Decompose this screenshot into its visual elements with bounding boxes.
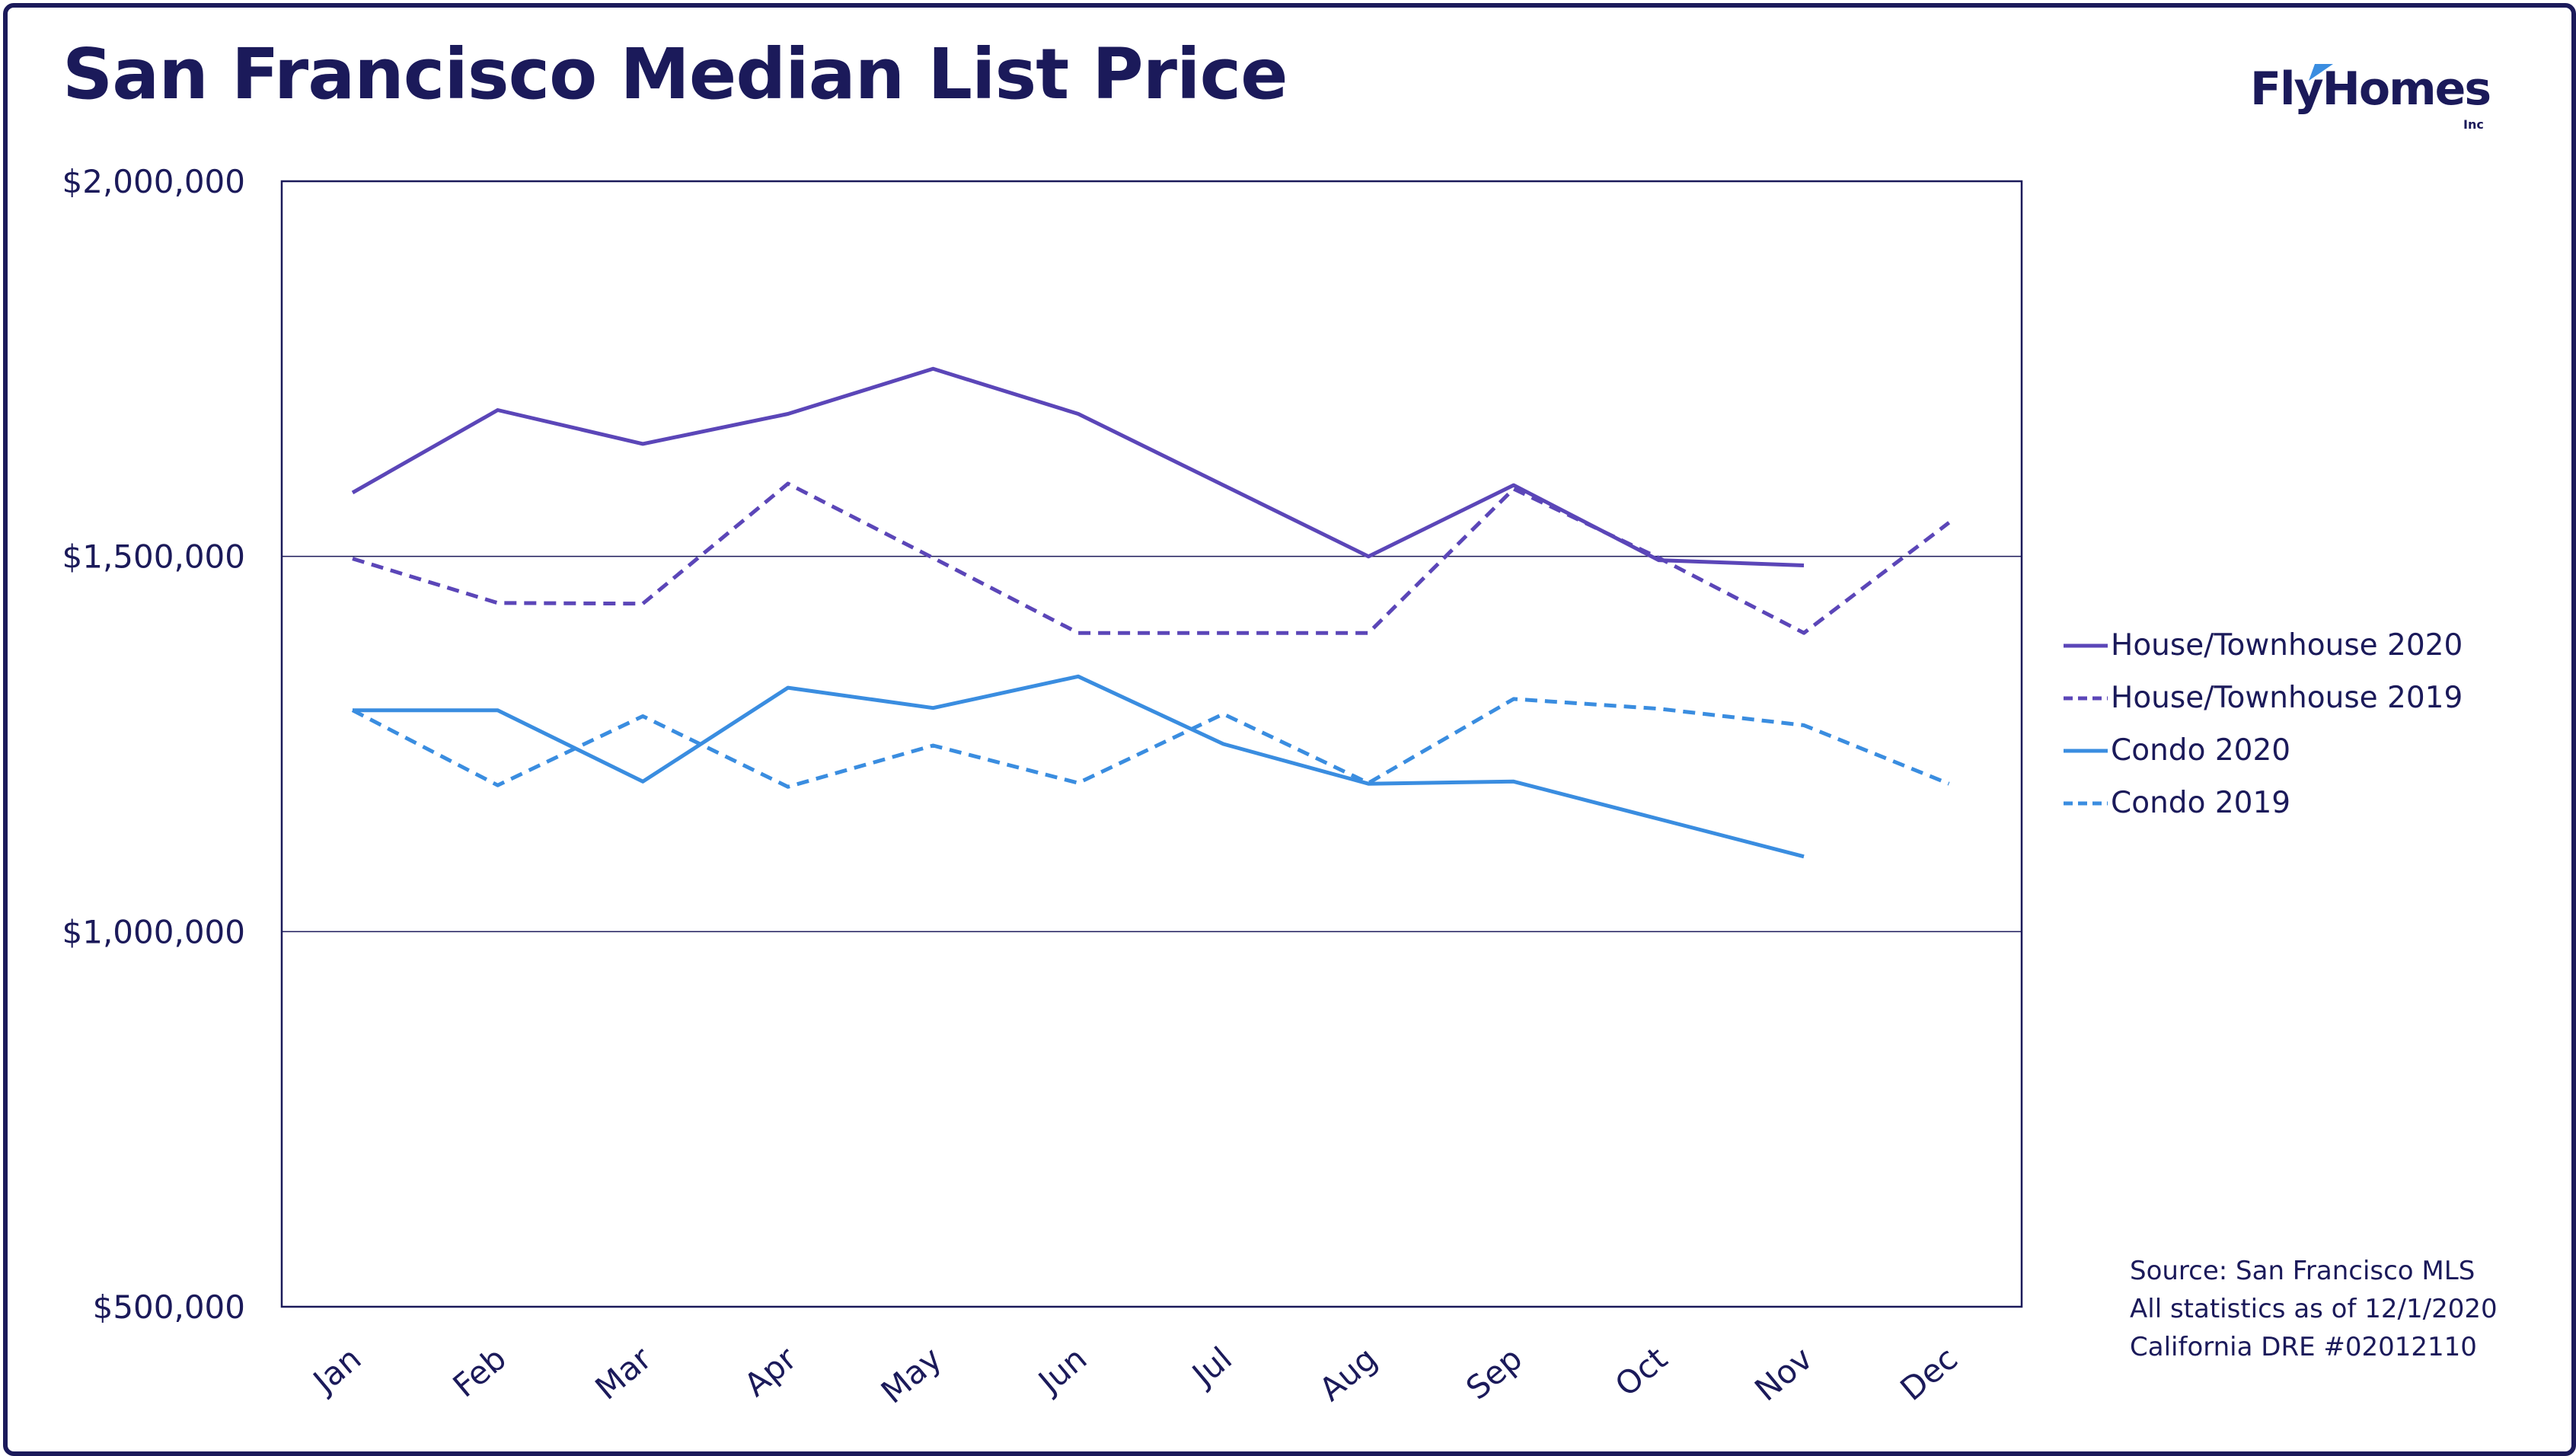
legend-item: House/Townhouse 2020 (2062, 627, 2519, 673)
series-line-condo-2020 (353, 674, 1805, 859)
chart-title: San Francisco Median List Price (62, 34, 1288, 115)
legend-item: Condo 2019 (2062, 785, 2519, 831)
source-line: Source: San Francisco MLS (2130, 1256, 2475, 1286)
legend-label: Condo 2019 (2111, 786, 2291, 820)
flyhomes-logo: FlyHomes Inc (2250, 62, 2501, 139)
y-tick-label: $1,500,000 (62, 538, 245, 576)
x-tick-label: Nov (1748, 1339, 1819, 1408)
legend-label: House/Townhouse 2019 (2111, 681, 2463, 715)
x-tick-label: Oct (1608, 1339, 1674, 1403)
x-axis-ticks: Jan Feb Mar Apr May Jun Jul Aug Sep Oct Nov Dec (305, 1339, 1965, 1411)
y-tick-label: $1,000,000 (62, 913, 245, 950)
source-note: Source: San Francisco MLS All statistics… (2130, 1252, 2498, 1366)
legend-swatch (2064, 696, 2108, 701)
y-tick-label: $2,000,000 (62, 163, 245, 200)
y-tick-label: $500,000 (93, 1288, 245, 1326)
x-tick-label: Apr (737, 1339, 804, 1404)
y-axis-ticks: $500,000 $1,000,000 $1,500,000 $2,000,000 (62, 163, 245, 1326)
legend-swatch (2064, 643, 2108, 648)
legend-swatch (2064, 749, 2108, 753)
x-tick-label: Jan (305, 1339, 368, 1401)
flyhomes-wing-icon (2309, 64, 2333, 81)
plot-area (280, 180, 2023, 1308)
x-tick-label: Sep (1459, 1339, 1529, 1407)
stats-date-line: All statistics as of 12/1/2020 (2130, 1294, 2498, 1324)
x-tick-label: Feb (446, 1339, 513, 1404)
logo-subtext: Inc (2463, 117, 2484, 132)
logo-text: FlyHomes (2250, 62, 2491, 116)
x-tick-label: May (874, 1339, 949, 1410)
series-line-house-townhouse-2020 (351, 366, 1805, 567)
x-tick-label: Mar (588, 1339, 659, 1407)
x-tick-label: Jun (1029, 1339, 1093, 1402)
legend-label: Condo 2020 (2111, 733, 2291, 768)
legend-swatch (2064, 801, 2108, 806)
x-tick-label: Dec (1893, 1339, 1965, 1408)
legend-item: Condo 2020 (2062, 733, 2519, 778)
x-tick-label: Jul (1183, 1339, 1239, 1394)
series-line-condo-2019 (351, 697, 1950, 789)
legend-label: House/Townhouse 2020 (2111, 628, 2463, 663)
x-tick-label: Aug (1312, 1339, 1384, 1408)
series-lines (351, 366, 1951, 859)
chart-frame (3, 3, 2576, 1456)
dre-line: California DRE #02012110 (2130, 1332, 2477, 1362)
grid-lines (282, 555, 2022, 933)
series-line-house-townhouse-2019 (352, 481, 1951, 635)
legend-item: House/Townhouse 2019 (2062, 680, 2519, 726)
